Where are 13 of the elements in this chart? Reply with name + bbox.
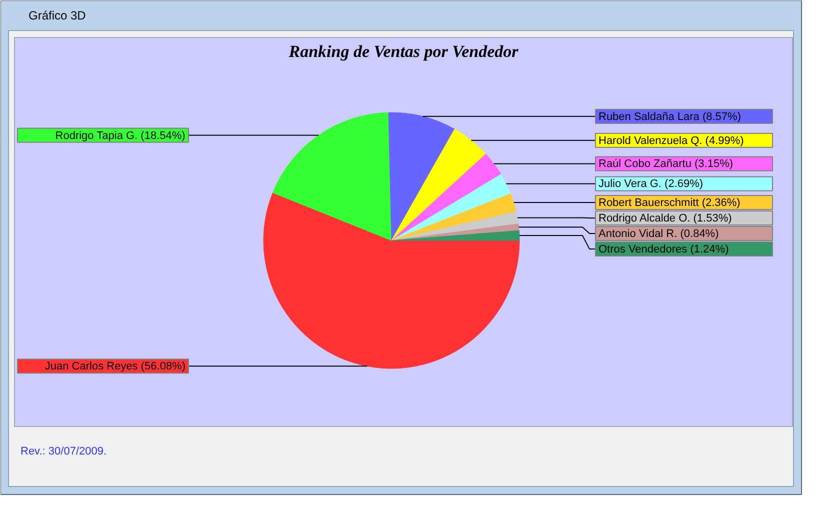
slice-label: Juan Carlos Reyes (56.08%) xyxy=(44,360,186,373)
slice-label: Otros Vendedores (1.24%) xyxy=(598,244,729,256)
chart-title: Ranking de Ventas por Vendedor xyxy=(288,42,519,61)
slice-label: Robert Bauerschmitt (2.36%) xyxy=(598,197,740,210)
slice-label: Raúl Cobo Zañartu (3.15%) xyxy=(598,158,734,170)
slice-label: Ruben Saldaña Lara (8.57%) xyxy=(598,110,741,123)
text: Rev.: 30/07/2009. xyxy=(20,446,107,458)
slice-label: Harold Valenzuela Q. (4.99%) xyxy=(598,134,744,147)
slice-label: Rodrigo Alcalde O. (1.53%) xyxy=(598,212,732,225)
slice-label: Antonio Vidal R. (0.84%) xyxy=(598,228,719,240)
text: Gráfico 3D xyxy=(28,8,86,22)
slice-label: Rodrigo Tapia G. (18.54%) xyxy=(55,130,186,142)
slice-label: Julio Vera G. (2.69%) xyxy=(598,178,704,190)
